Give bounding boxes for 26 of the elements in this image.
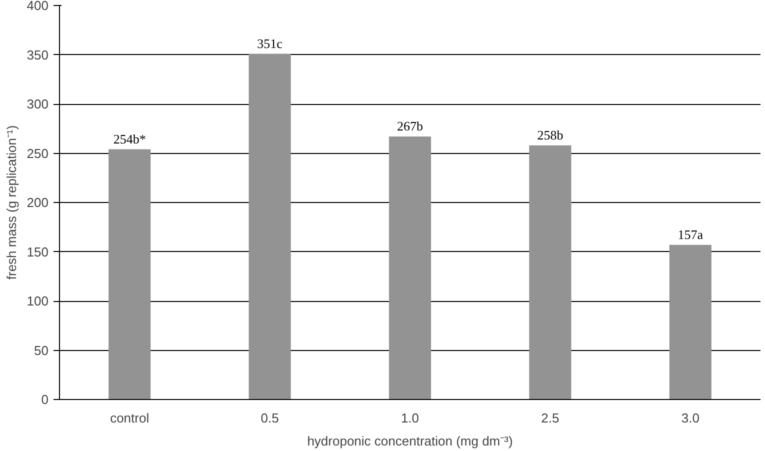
y-tick-label: 100 — [26, 294, 49, 308]
x-tick-label: control — [110, 410, 150, 426]
bar — [388, 136, 432, 400]
x-axis-title: hydroponic concentration (mg dm⁻³) — [307, 434, 513, 448]
data-label: 351c — [257, 36, 283, 51]
x-tick-label: 0.5 — [260, 410, 279, 426]
data-label: 254b* — [113, 131, 146, 146]
bar — [108, 149, 151, 400]
y-tick-label: 0 — [41, 392, 49, 407]
y-tick-label: 150 — [26, 244, 49, 260]
y-tick-label: 350 — [26, 47, 49, 62]
y-tick-label: 200 — [26, 195, 49, 210]
x-tick-label: 2.5 — [541, 410, 560, 426]
bar — [669, 244, 712, 400]
y-axis-title: fresh mass (g replication⁻¹) — [4, 125, 19, 280]
data-label: 258b — [537, 127, 564, 142]
bar — [248, 54, 291, 400]
x-tick-label: 3.0 — [681, 410, 700, 426]
data-label: 157a — [678, 226, 704, 242]
x-tick-label: 1.0 — [400, 410, 420, 426]
bar — [529, 145, 572, 400]
data-label: 267b — [397, 118, 423, 134]
y-tick-label: 50 — [34, 342, 49, 358]
y-tick-label: 300 — [26, 96, 49, 112]
y-tick-label: 400 — [26, 0, 49, 13]
y-tick-label: 250 — [26, 146, 49, 161]
